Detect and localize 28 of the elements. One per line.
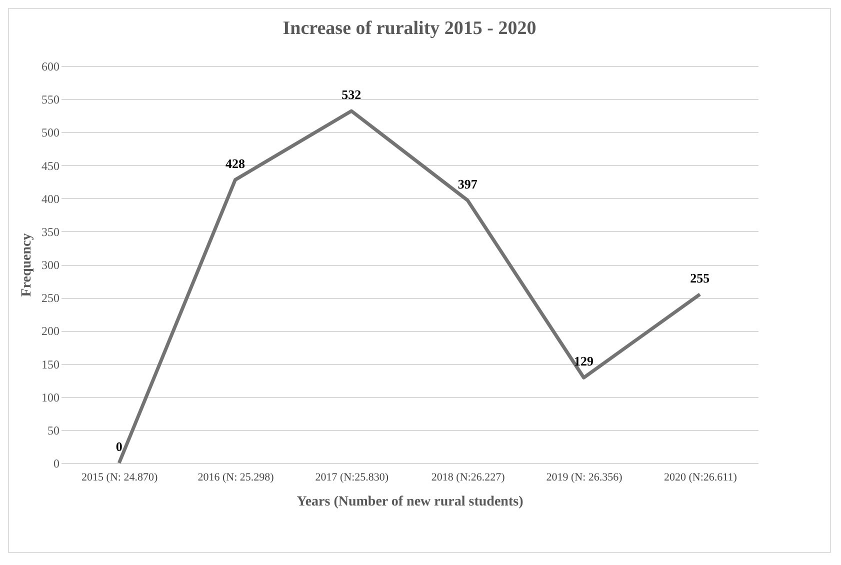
- data-label: 397: [458, 176, 478, 192]
- x-tick-label: 2015 (N: 24.870): [82, 472, 158, 484]
- y-tick-label: 450: [42, 158, 60, 173]
- y-tick-label: 600: [42, 60, 60, 74]
- x-tick-label: 2017 (N:25.830): [315, 472, 389, 484]
- y-tick-label: 50: [48, 423, 60, 438]
- y-tick-label: 0: [54, 456, 60, 470]
- y-tick-label: 350: [42, 224, 60, 239]
- y-tick-label: 200: [42, 324, 60, 338]
- y-tick-label: 300: [42, 258, 60, 272]
- x-tick-label: 2018 (N:26.227): [431, 472, 506, 484]
- data-label: 0: [116, 439, 122, 454]
- y-tick-label: 250: [42, 291, 60, 306]
- y-tick-label: 550: [42, 92, 60, 107]
- y-tick-label: 400: [42, 192, 60, 206]
- chart-title: Increase of rurality 2015 - 2020: [282, 18, 536, 39]
- x-tick-label: 2020 (N:26.611): [664, 472, 738, 484]
- data-label: 428: [226, 156, 246, 171]
- y-tick-label: 500: [42, 126, 60, 140]
- data-label: 129: [574, 354, 594, 369]
- data-label: 532: [342, 86, 362, 102]
- y-tick-label: 150: [42, 357, 60, 372]
- y-tick-label: 100: [42, 390, 60, 404]
- x-axis-title: Years (Number of new rural students): [296, 494, 524, 510]
- x-tick-label: 2019 (N: 26.356): [546, 472, 623, 484]
- y-axis-title: Frequency: [20, 233, 34, 297]
- x-tick-label: 2016 (N: 25.298): [198, 472, 274, 484]
- data-label: 255: [690, 270, 710, 286]
